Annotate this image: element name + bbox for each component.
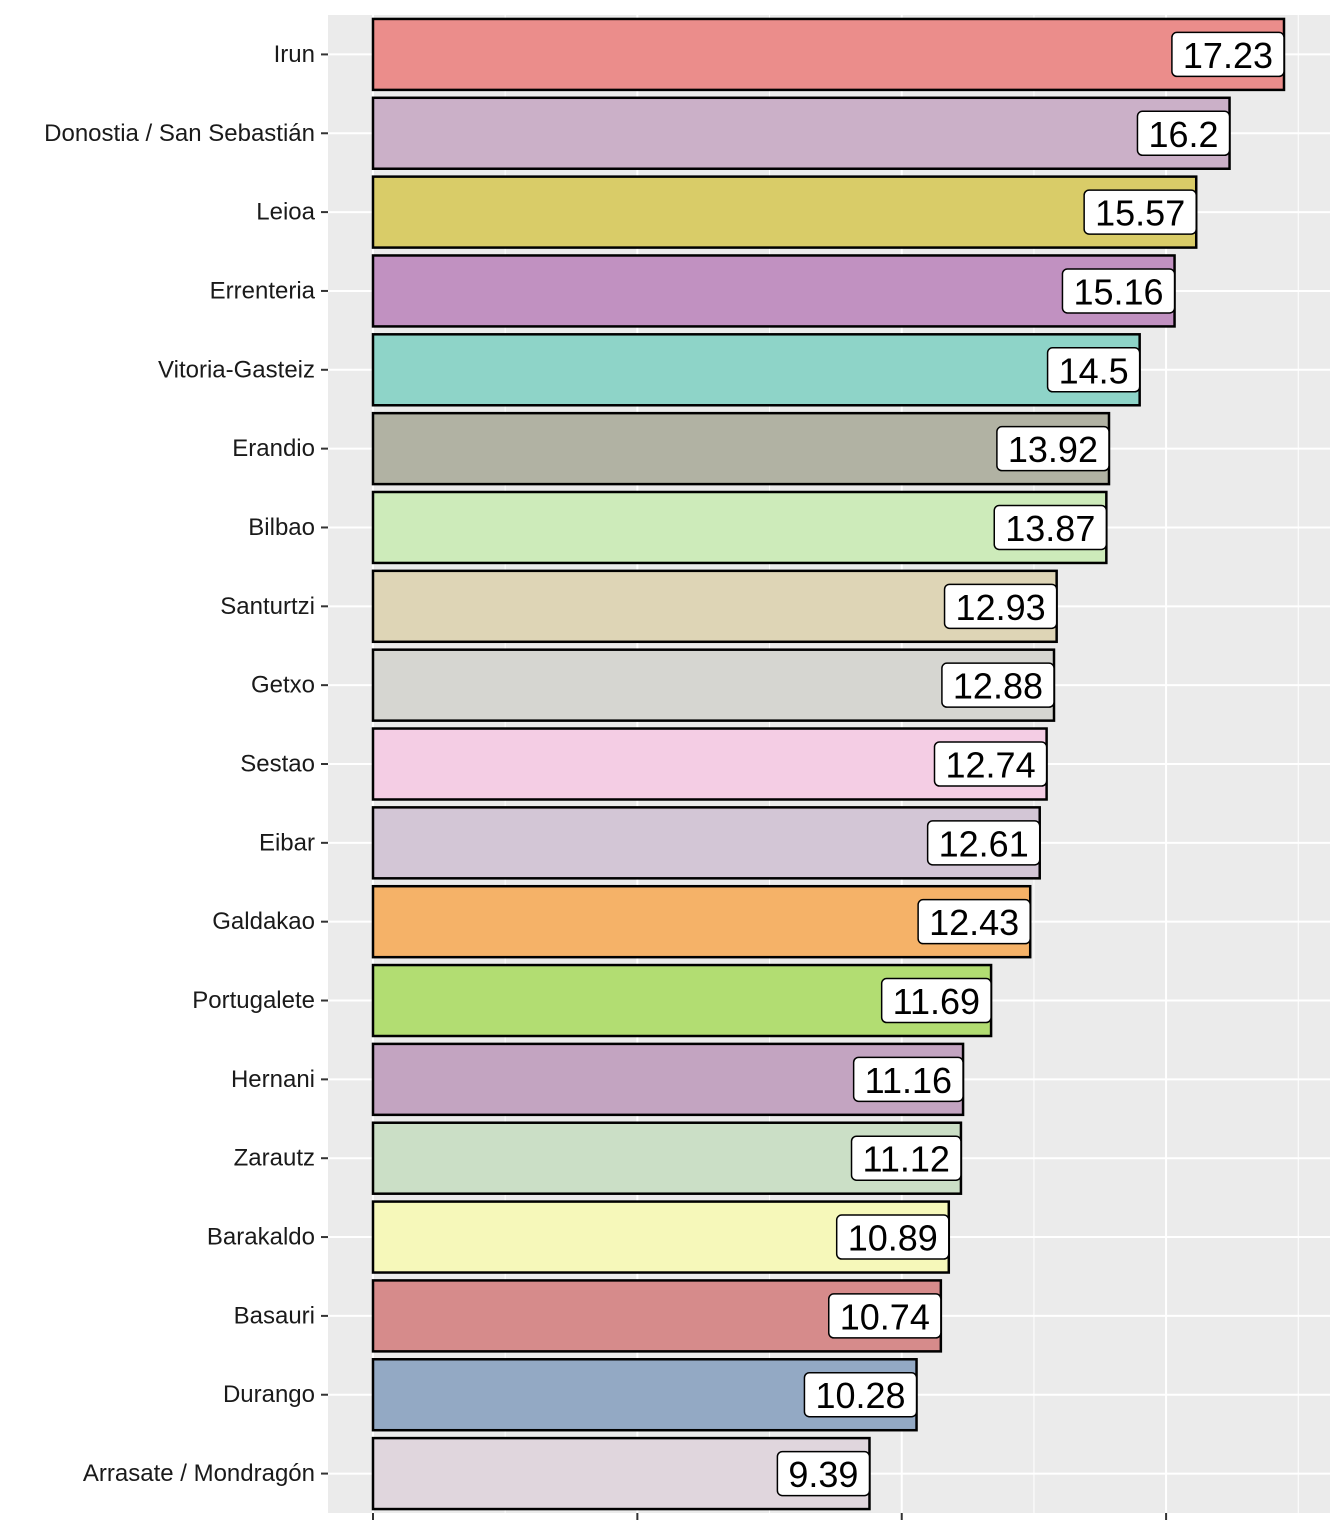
value-label-box — [917, 898, 1031, 945]
value-label-box — [828, 1293, 942, 1339]
value-label-text: 13.87 — [1005, 508, 1095, 549]
value-label: 9.39 — [776, 1450, 871, 1497]
value-label: 12.88 — [941, 662, 1055, 708]
value-label-box — [1046, 347, 1141, 393]
bar — [371, 411, 1111, 486]
bar — [371, 175, 1198, 249]
value-label: 13.87 — [993, 504, 1108, 551]
category-label: Santurtzi — [220, 593, 315, 620]
category-label: Errenteria — [210, 277, 316, 304]
value-label-text: 12.43 — [929, 902, 1019, 943]
category-label: Hernani — [231, 1066, 315, 1093]
y-axis: Irun Donostia / San Sebastián Leioa Errente… — [44, 41, 328, 1487]
value-label-box — [852, 1056, 964, 1103]
value-label-box — [776, 1450, 871, 1497]
value-label: 17.23 — [1171, 31, 1285, 78]
value-label-box — [803, 1371, 918, 1418]
value-label-box — [1171, 31, 1285, 78]
bar — [371, 17, 1286, 92]
value-label-text: 12.93 — [956, 587, 1046, 628]
category-label: Eibar — [259, 829, 315, 856]
value-label-box — [835, 1214, 950, 1260]
value-label-text: 15.57 — [1095, 193, 1185, 234]
value-label: 12.93 — [943, 583, 1058, 630]
value-label: 11.16 — [852, 1056, 964, 1103]
category-label: Zarautz — [234, 1145, 315, 1172]
value-label-text: 12.74 — [946, 745, 1036, 786]
value-label-text: 13.92 — [1008, 429, 1098, 470]
value-label-text: 11.69 — [893, 981, 980, 1022]
bar — [371, 254, 1176, 328]
value-label: 15.16 — [1061, 268, 1176, 314]
value-label-text: 14.5 — [1059, 350, 1129, 391]
value-label-box — [850, 1135, 962, 1181]
value-label: 12.43 — [917, 898, 1031, 945]
category-label: Arrasate / Mondragón — [83, 1460, 315, 1487]
category-label: Sestao — [240, 751, 315, 778]
value-label: 11.12 — [850, 1135, 962, 1181]
value-label-box — [933, 741, 1048, 787]
value-label-text: 10.28 — [815, 1375, 905, 1416]
value-label: 10.74 — [828, 1293, 942, 1339]
value-label-box — [941, 662, 1055, 708]
value-label: 12.61 — [926, 820, 1041, 866]
category-label: Donostia / San Sebastián — [44, 120, 315, 147]
value-label-text: 17.23 — [1183, 35, 1273, 76]
value-label-text: 16.2 — [1148, 114, 1218, 155]
value-label-box — [1136, 110, 1231, 157]
bar — [371, 333, 1141, 407]
value-label: 11.69 — [880, 977, 992, 1024]
value-label: 14.5 — [1046, 347, 1141, 393]
value-label-text: 12.61 — [939, 823, 1029, 864]
category-label: Bilbao — [248, 514, 315, 541]
category-label: Vitoria-Gasteiz — [158, 356, 315, 383]
bar — [371, 490, 1108, 565]
value-label: 13.92 — [996, 425, 1110, 472]
value-label: 16.2 — [1136, 110, 1231, 157]
bar — [371, 569, 1058, 644]
value-labels: 17.23 16.2 15.57 15.16 14.5 13.92 13.87 12.93 12… — [776, 31, 1285, 1497]
bars — [371, 17, 1286, 1511]
value-label-text: 9.39 — [788, 1454, 858, 1495]
category-label: Durango — [223, 1381, 315, 1408]
value-label-text: 10.74 — [840, 1296, 930, 1337]
value-label: 12.74 — [933, 741, 1048, 787]
value-label-text: 10.89 — [848, 1218, 938, 1259]
value-label: 10.28 — [803, 1371, 918, 1418]
value-label-box — [993, 504, 1108, 551]
value-label-text: 11.16 — [865, 1060, 952, 1101]
category-label: Erandio — [232, 435, 315, 462]
category-label: Basauri — [234, 1302, 315, 1329]
category-label: Leioa — [256, 199, 315, 226]
value-label-text: 15.16 — [1073, 271, 1163, 312]
bar — [371, 96, 1231, 170]
category-label: Getxo — [251, 672, 315, 699]
value-label-box — [996, 425, 1110, 472]
category-label: Galdakao — [212, 908, 315, 935]
value-label-text: 11.12 — [863, 1139, 950, 1180]
value-label-box — [1083, 189, 1197, 235]
value-label: 10.89 — [835, 1214, 950, 1260]
value-label-text: 12.88 — [953, 666, 1043, 707]
category-label: Irun — [274, 41, 315, 68]
value-label-box — [926, 820, 1041, 866]
value-label-box — [1061, 268, 1176, 314]
value-label: 15.57 — [1083, 189, 1197, 235]
value-label-box — [880, 977, 992, 1024]
value-label-box — [943, 583, 1058, 630]
category-label: Barakaldo — [207, 1224, 315, 1251]
category-label: Portugalete — [192, 987, 315, 1014]
x-axis — [372, 1513, 1168, 1520]
